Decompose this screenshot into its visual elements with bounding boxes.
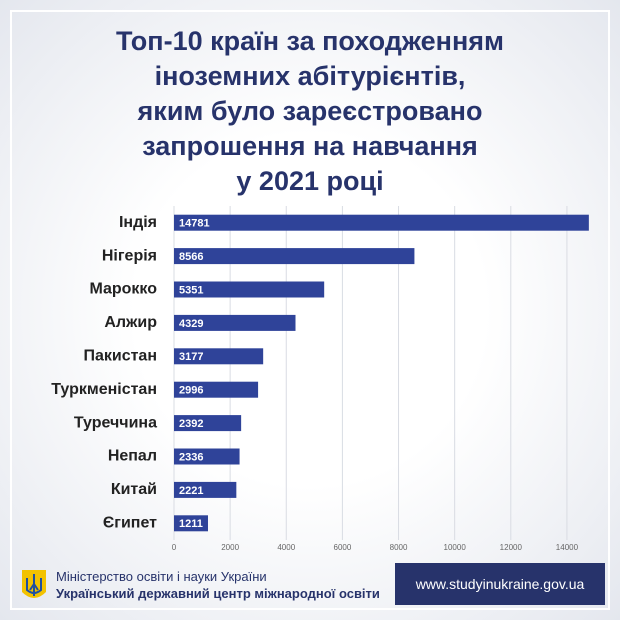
bar [174,314,296,331]
bar [174,448,240,465]
x-tick-label: 6000 [334,543,352,552]
url: www.studyinukraine.gov.ua [395,563,605,605]
y-tick-label: Туркменістан [51,381,157,398]
y-tick-label: Алжир [104,314,157,331]
value-label: 5351 [179,284,203,296]
x-tick-label: 0 [172,543,177,552]
x-tick-label: 4000 [277,543,295,552]
y-tick-label: Єгипет [103,515,157,532]
bar [174,214,589,231]
frame [10,10,610,610]
value-label: 2221 [179,485,203,497]
emblem [22,570,46,598]
value-label: 2996 [179,385,203,397]
x-tick-label: 8000 [390,543,408,552]
bar [174,348,264,365]
x-tick-label: 2000 [221,543,239,552]
value-label: 3177 [179,351,203,363]
chart-title: Топ-10 країн за походженням іноземних аб… [115,26,505,196]
ministry: Міністерство освіти і науки України [56,569,267,584]
y-tick-label: Непал [108,448,157,465]
bar [174,481,237,498]
value-label: 8566 [179,251,203,263]
x-tick-label: 14000 [556,543,579,552]
value-label: 1211 [179,518,203,530]
center: Український державний центр міжнародної … [56,586,380,601]
y-tick-label: Нігерія [102,247,157,264]
value-label: 2336 [179,451,203,463]
value-label: 14781 [179,218,210,230]
x-tick-label: 10000 [444,543,467,552]
value-label: 2392 [179,418,203,430]
bar [174,248,415,265]
y-tick-label: Туреччина [74,414,157,431]
y-tick-label: Пакистан [83,348,157,365]
bar [174,281,325,298]
y-tick-label: Китай [111,481,157,498]
bar [174,381,259,398]
x-tick-label: 12000 [500,543,523,552]
y-tick-label: Індія [119,214,157,231]
y-tick-label: Марокко [89,281,157,298]
value-label: 4329 [179,318,203,330]
bar [174,415,242,432]
bar [174,515,208,532]
footer-text: Міністерство освіти і науки України Укра… [56,568,380,602]
chart: 0 2000 4000 6000 8000 10000 12000 14000 Індія 147… [51,206,589,552]
